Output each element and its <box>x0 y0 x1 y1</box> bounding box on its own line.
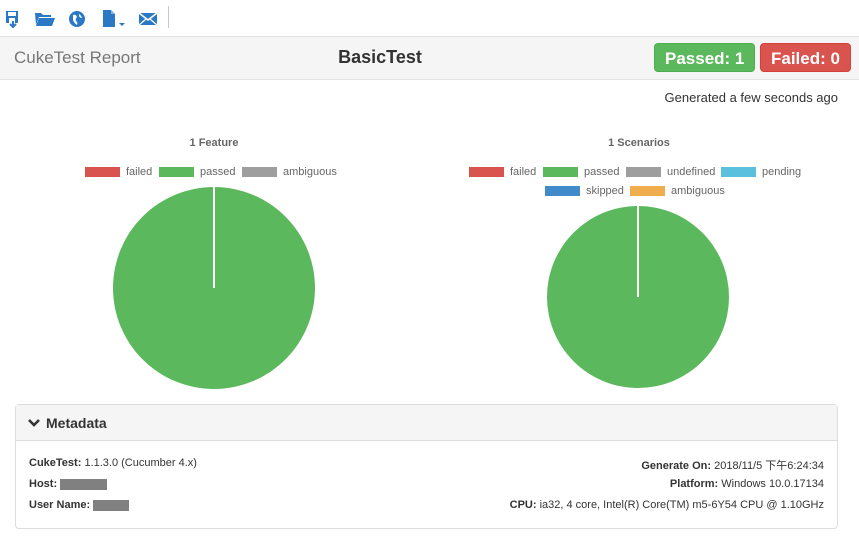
feature-pie-chart[interactable] <box>104 178 324 398</box>
legend-item-ambiguous[interactable]: ambiguous <box>242 166 337 178</box>
meta-host: Host: <box>29 478 108 490</box>
legend-label-skipped: skipped <box>586 185 624 197</box>
legend-label-failed: failed <box>510 166 537 178</box>
generated-timestamp: Generated a few seconds ago <box>664 90 838 105</box>
open-folder-icon[interactable] <box>34 8 56 30</box>
legend-swatch-ambiguous <box>242 167 277 177</box>
legend-swatch-passed <box>159 167 194 177</box>
redacted-host-value <box>60 478 108 490</box>
meta-cpu: CPU: ia32, 4 core, Intel(R) Core(TM) m5-… <box>510 499 824 511</box>
metadata-panel-heading[interactable]: Metadata <box>16 405 837 441</box>
legend-swatch-failed <box>469 167 504 177</box>
meta-platform: Platform: Windows 10.0.17134 <box>670 478 824 490</box>
legend-swatch-passed <box>543 167 578 177</box>
meta-generate-label: Generate On: <box>641 460 712 472</box>
legend-label-ambiguous: ambiguous <box>283 166 337 178</box>
meta-cuketest-label: CukeTest: <box>29 457 82 469</box>
meta-cuketest: CukeTest: 1.1.3.0 (Cucumber 4.x) <box>29 457 197 469</box>
metadata-heading-label: Metadata <box>46 414 107 431</box>
meta-generate-value: 2018/11/5 下午6:24:34 <box>714 460 824 472</box>
meta-cpu-label: CPU: <box>509 499 537 511</box>
legend-item-undefined[interactable]: undefined <box>626 166 715 178</box>
meta-username-label: User Name: <box>29 499 91 511</box>
legend-label-undefined: undefined <box>667 166 716 178</box>
toolbar-separator <box>168 6 169 28</box>
email-icon[interactable] <box>137 8 159 30</box>
meta-cpu-value: ia32, 4 core, Intel(R) Core(TM) m5-6Y54 … <box>539 499 824 511</box>
metadata-panel: Metadata CukeTest: 1.1.3.0 (Cucumber 4.x… <box>15 404 838 529</box>
legend-item-ambiguous[interactable]: ambiguous <box>630 185 725 197</box>
meta-platform-value: Windows 10.0.17134 <box>721 478 824 490</box>
legend-label-ambiguous: ambiguous <box>671 185 725 197</box>
redacted-username-value <box>93 499 130 511</box>
meta-platform-label: Platform: <box>669 478 719 490</box>
export-file-icon[interactable] <box>100 8 128 30</box>
page-title: BasicTest <box>338 47 422 67</box>
legend-label-failed: failed <box>126 166 153 178</box>
legend-swatch-undefined <box>626 167 661 177</box>
legend-item-skipped[interactable]: skipped <box>545 185 624 197</box>
legend-swatch-ambiguous <box>630 186 665 196</box>
scenario-pie-chart[interactable] <box>538 197 738 397</box>
legend-swatch-failed <box>85 167 120 177</box>
legend-item-passed[interactable]: passed <box>159 166 235 178</box>
passed-badge[interactable]: Passed: 1 <box>654 43 756 72</box>
chart-title-features: 1 Feature <box>189 137 239 149</box>
legend-label-pending: pending <box>762 166 802 178</box>
legend-item-pending[interactable]: pending <box>721 166 801 178</box>
meta-username: User Name: <box>29 499 130 511</box>
legend-label-passed: passed <box>584 166 620 178</box>
brand-title[interactable]: CukeTest Report <box>14 48 141 67</box>
meta-generate-on: Generate On: 2018/11/5 下午6:24:34 <box>641 457 824 473</box>
legend-swatch-skipped <box>545 186 580 196</box>
chart-title-scenarios: 1 Scenarios <box>608 137 670 149</box>
toolbar <box>0 0 859 36</box>
meta-host-label: Host: <box>29 478 58 490</box>
report-header: CukeTest Report BasicTest Passed: 1 Fail… <box>0 36 859 80</box>
save-icon[interactable] <box>2 8 24 30</box>
chevron-down-icon <box>28 415 40 431</box>
legend-item-failed[interactable]: failed <box>469 166 536 178</box>
legend-item-passed[interactable]: passed <box>543 166 619 178</box>
legend-label-passed: passed <box>200 166 236 178</box>
legend-swatch-pending <box>721 167 756 177</box>
legend-item-failed[interactable]: failed <box>85 166 152 178</box>
failed-badge[interactable]: Failed: 0 <box>760 43 851 72</box>
meta-cuketest-value: 1.1.3.0 (Cucumber 4.x) <box>84 457 197 469</box>
globe-icon[interactable] <box>66 8 88 30</box>
